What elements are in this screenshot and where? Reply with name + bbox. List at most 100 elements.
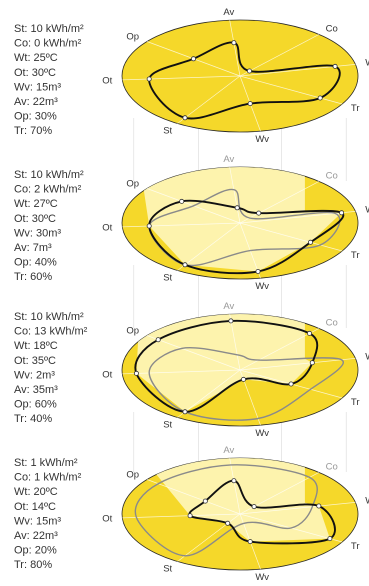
data-point-Co [256, 210, 262, 216]
legend-entry: Av: 7m³ [14, 242, 52, 254]
data-point-Ot [187, 513, 193, 519]
axis-label-Wt: Wt [365, 352, 369, 363]
legend-entry: Wv: 15m³ [14, 515, 61, 527]
data-point-Co [246, 68, 252, 74]
highlight-region [136, 314, 313, 412]
legend-entry: Tr: 80% [14, 559, 52, 571]
previous-profile-line [148, 347, 345, 421]
axis-line-Av [229, 167, 241, 224]
legend-entry: Wv: 2m³ [14, 369, 55, 381]
axis-label-Wv: Wv [255, 428, 269, 439]
legend-entry: Wt: 20ºC [14, 486, 58, 498]
data-point-Wt [332, 63, 338, 69]
legend-entry: Op: 60% [14, 399, 57, 411]
data-point-St [182, 409, 188, 415]
axis-line-Ot [122, 75, 241, 81]
axis-label-Ot: Ot [102, 370, 112, 381]
data-point-Tr [307, 239, 313, 245]
axis-line-Co [239, 328, 320, 371]
legend-entry: Av: 22m³ [14, 530, 58, 542]
axis-label-Wv: Wv [255, 134, 269, 145]
data-point-Wv [240, 376, 246, 382]
axis-label-Co: Co [326, 170, 338, 181]
legend-entry: Ot: 14ºC [14, 501, 56, 513]
previous-profile-line [134, 464, 318, 557]
legend-entry: Ot: 35ºC [14, 355, 56, 367]
legend-entry: Ot: 30ºC [14, 213, 56, 225]
axis-label-Tr: Tr [351, 397, 360, 408]
axis-label-Ot: Ot [102, 223, 112, 234]
legend-entry: Wt: 25ºC [14, 52, 58, 64]
data-point-Op [190, 56, 196, 62]
axis-line-Ot [122, 513, 241, 519]
data-point-Co [306, 330, 312, 336]
legend-entry: Wt: 27ºC [14, 198, 58, 210]
legend-entry: Co: 13 kWh/m² [14, 326, 88, 338]
legend-entry: St: 10 kWh/m² [14, 169, 84, 181]
axis-label-Ot: Ot [102, 76, 112, 87]
axis-line-Av [229, 458, 241, 515]
axis-line-Av [229, 20, 241, 77]
axis-label-Co: Co [326, 461, 338, 472]
axis-line-Co [239, 181, 320, 224]
data-point-Av [228, 318, 234, 324]
axis-label-St: St [163, 272, 172, 283]
axis-line-Wt [239, 358, 356, 371]
legend: St: 10 kWh/m² Co: 13 kWh/m² Wt: 18ºC Ot: 35… [14, 311, 88, 425]
axis-line-St [177, 75, 241, 124]
data-point-Op [202, 498, 208, 504]
legend-entry: Av: 22m³ [14, 96, 58, 108]
axis-label-Av: Av [223, 301, 234, 312]
legend-entry: Tr: 40% [14, 413, 52, 425]
data-point-Av [231, 40, 237, 46]
legend-entry: Wt: 18ºC [14, 340, 58, 352]
axis-label-Wv: Wv [255, 281, 269, 292]
panel-3: Av Co Wt Tr Wv St Ot Op St: 10 kWh/m² Co: 13 kWh/… [14, 301, 369, 439]
axis-label-Wt: Wt [365, 58, 369, 69]
highlight-region [139, 458, 330, 542]
legend-entry: Tr: 60% [14, 271, 52, 283]
axis-lines [122, 458, 356, 570]
data-point-Ot [146, 76, 152, 82]
axis-label-Ot: Ot [102, 514, 112, 525]
legend-entry: Av: 35m³ [14, 384, 58, 396]
axis-line-Ot [122, 222, 241, 228]
axis-line-Tr [239, 75, 343, 105]
data-point-Wt [316, 503, 322, 509]
axis-line-Ot [122, 369, 241, 375]
axis-lines [122, 167, 356, 279]
data-point-Ot [133, 370, 139, 376]
axis-label-Wv: Wv [255, 572, 269, 583]
axis-label-Co: Co [326, 23, 338, 34]
axis-label-Wt: Wt [365, 205, 369, 216]
axis-line-St [177, 222, 241, 271]
legend-entry: Co: 1 kWh/m² [14, 472, 82, 484]
axis-label-Tr: Tr [351, 541, 360, 552]
legend-entry: Co: 2 kWh/m² [14, 184, 82, 196]
axis-line-Av [229, 314, 241, 371]
data-point-Wt [339, 210, 345, 216]
axis-line-Tr [239, 222, 343, 252]
data-point-Wt [309, 360, 315, 366]
axis-label-Av: Av [223, 154, 234, 165]
axis-label-Tr: Tr [351, 250, 360, 261]
legend-entry: Tr: 70% [14, 125, 52, 137]
data-point-Co [251, 504, 257, 510]
data-point-Tr [317, 95, 323, 101]
axis-label-Wt: Wt [365, 496, 369, 507]
axis-label-Co: Co [326, 317, 338, 328]
axis-label-St: St [163, 563, 172, 574]
legend: St: 1 kWh/m² Co: 1 kWh/m² Wt: 20ºC Ot: 14ºC… [14, 457, 82, 571]
data-point-Wv [255, 268, 261, 274]
data-point-St [182, 262, 188, 268]
axis-label-Op: Op [126, 326, 139, 337]
legend-entry: Wv: 15m³ [14, 81, 61, 93]
legend-entry: St: 10 kWh/m² [14, 311, 84, 323]
data-point-Tr [327, 536, 333, 542]
axis-label-Av: Av [223, 445, 234, 456]
legend-entry: Wv: 30m³ [14, 227, 61, 239]
axis-label-Av: Av [223, 7, 234, 18]
previous-profile-line [148, 188, 341, 267]
axis-label-Op: Op [126, 179, 139, 190]
